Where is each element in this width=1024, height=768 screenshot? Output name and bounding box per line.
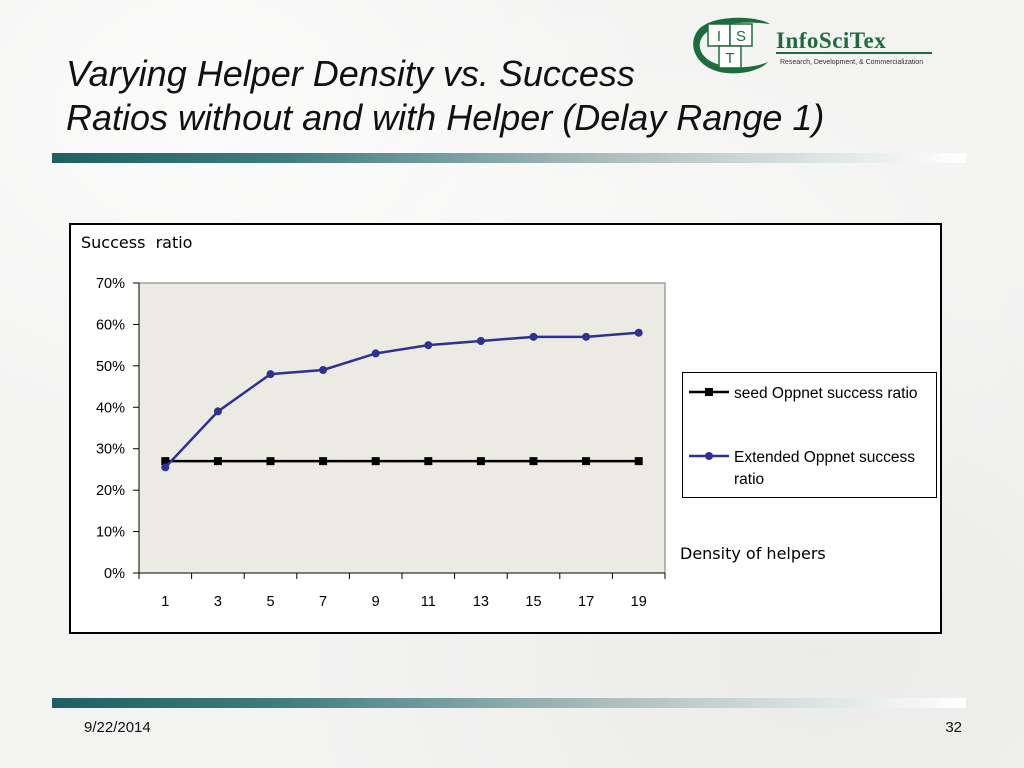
page-number: 32 bbox=[945, 719, 962, 736]
plot-area bbox=[138, 282, 666, 574]
y-tick-label: 40% bbox=[96, 400, 125, 416]
y-tick-label: 60% bbox=[96, 317, 125, 333]
x-tick-label: 13 bbox=[473, 594, 489, 610]
y-tick-label: 0% bbox=[104, 566, 125, 582]
data-point-extended bbox=[213, 407, 222, 416]
data-point-seed bbox=[529, 457, 538, 466]
x-tick-label: 7 bbox=[319, 594, 327, 610]
logo-letter-s: S bbox=[736, 28, 746, 45]
x-tick-label: 3 bbox=[214, 594, 222, 610]
y-tick-label: 30% bbox=[96, 442, 125, 458]
data-point-seed bbox=[634, 457, 643, 466]
x-tick-label: 9 bbox=[372, 594, 380, 610]
title-divider bbox=[52, 153, 966, 163]
data-point-seed bbox=[266, 457, 275, 466]
data-point-seed bbox=[161, 457, 170, 466]
legend-item-extended: Extended Oppnet success ratio bbox=[689, 445, 934, 489]
slide-title-line-2: Ratios without and with Helper (Delay Ra… bbox=[66, 97, 825, 138]
logo-letter-t: T bbox=[725, 50, 734, 67]
data-point-extended bbox=[634, 328, 643, 337]
logo-letter-i: I bbox=[717, 28, 721, 45]
logo-letter-box-t bbox=[718, 45, 742, 69]
data-point-extended bbox=[476, 337, 485, 345]
x-tick-label: 11 bbox=[421, 594, 436, 610]
data-point-extended bbox=[266, 370, 275, 379]
y-tick-label: 20% bbox=[96, 483, 125, 499]
infoscitex-logo: I S T InfoSciTex Research, Development, … bbox=[693, 17, 932, 74]
data-point-seed bbox=[476, 457, 485, 466]
x-axis-title: Density of helpers bbox=[680, 544, 826, 563]
data-point-extended bbox=[161, 463, 170, 472]
slide-title: Varying Helper Density vs. Success Ratio… bbox=[66, 52, 825, 140]
data-point-extended bbox=[424, 341, 433, 350]
data-point-extended bbox=[319, 366, 328, 374]
chart-legend: seed Oppnet success ratio Extended Oppne… bbox=[682, 372, 937, 498]
data-point-seed bbox=[213, 457, 222, 466]
legend-circle-marker-icon bbox=[689, 452, 729, 460]
data-point-seed bbox=[371, 457, 380, 466]
y-tick-label: 50% bbox=[96, 359, 125, 375]
legend-item-seed: seed Oppnet success ratio bbox=[689, 381, 934, 425]
logo-name: InfoSciTex bbox=[776, 28, 886, 53]
x-tick-label: 5 bbox=[266, 594, 274, 610]
x-tick-label: 1 bbox=[161, 594, 169, 610]
x-tick-label: 19 bbox=[631, 594, 647, 610]
slide-title-line-1: Varying Helper Density vs. Success bbox=[66, 53, 635, 94]
data-point-extended bbox=[529, 332, 538, 341]
legend-square-marker-icon bbox=[689, 388, 729, 396]
logo-tagline: Research, Development, & Commercializati… bbox=[780, 59, 923, 66]
legend-label-seed: seed Oppnet success ratio bbox=[734, 385, 918, 402]
data-point-seed bbox=[582, 457, 591, 466]
footer-divider bbox=[52, 698, 966, 708]
y-tick-label: 70% bbox=[96, 276, 125, 292]
footer-date: 9/22/2014 bbox=[84, 719, 151, 736]
x-tick-label: 15 bbox=[525, 594, 541, 610]
legend-label-extended: Extended Oppnet success ratio bbox=[734, 449, 915, 488]
x-tick-label: 17 bbox=[578, 594, 594, 610]
y-axis-title: Success ratio bbox=[81, 233, 193, 252]
y-tick-label: 10% bbox=[96, 525, 125, 541]
data-point-seed bbox=[424, 457, 433, 466]
series-line-extended bbox=[164, 331, 639, 469]
data-point-extended bbox=[371, 349, 380, 358]
data-point-extended bbox=[582, 332, 591, 341]
data-point-seed bbox=[319, 457, 328, 466]
line-chart: 0%10%20%30%40%50%60%70%1 3 5 7 9 11 13 15 17 19 bbox=[96, 276, 666, 610]
